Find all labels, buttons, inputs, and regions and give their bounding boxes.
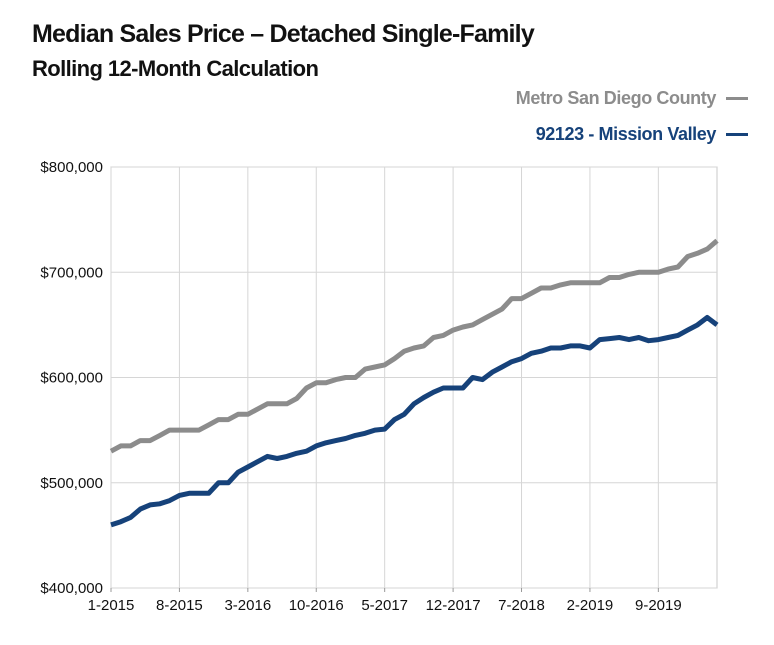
x-tick-label: 7-2018 [498,597,545,614]
x-tick-label: 1-2015 [88,597,135,614]
legend-swatch-metro-san-diego [726,97,748,100]
x-tick-label: 2-2019 [567,597,614,614]
y-tick-label: $500,000 [40,475,103,492]
y-tick-label: $800,000 [40,159,103,176]
x-axis-ticks: 1-2015 8-2015 3-2016 10-2016 5-2017 12-2017 7-… [88,588,682,614]
y-tick-label: $600,000 [40,370,103,387]
y-axis-ticks: $400,000 $500,000 $600,000 $700,000 $800,000 [40,159,103,597]
x-tick-label: 12-2017 [426,597,481,614]
x-tick-label: 3-2016 [224,597,271,614]
y-tick-label: $400,000 [40,580,103,597]
x-tick-label: 9-2019 [635,597,682,614]
series-line-mission-valley [110,315,719,528]
chart-subtitle: Rolling 12-Month Calculation [32,56,319,81]
grid-lines [110,166,717,589]
series-lines [109,238,719,528]
x-tick-label: 10-2016 [289,597,344,614]
y-tick-label: $700,000 [40,264,103,281]
series-line-metro-san-diego [109,238,719,454]
legend-label-metro-san-diego: Metro San Diego County [515,88,717,108]
legend-swatch-mission-valley [726,133,748,136]
legend-label-mission-valley: 92123 - Mission Valley [535,124,717,144]
legend-item-mission-valley: 92123 - Mission Valley [536,124,748,145]
x-tick-label: 5-2017 [361,597,408,614]
chart-title: Median Sales Price – Detached Single-Fam… [32,20,535,48]
x-tick-label: 8-2015 [156,597,203,614]
legend-item-metro-san-diego: Metro San Diego County [516,88,748,109]
